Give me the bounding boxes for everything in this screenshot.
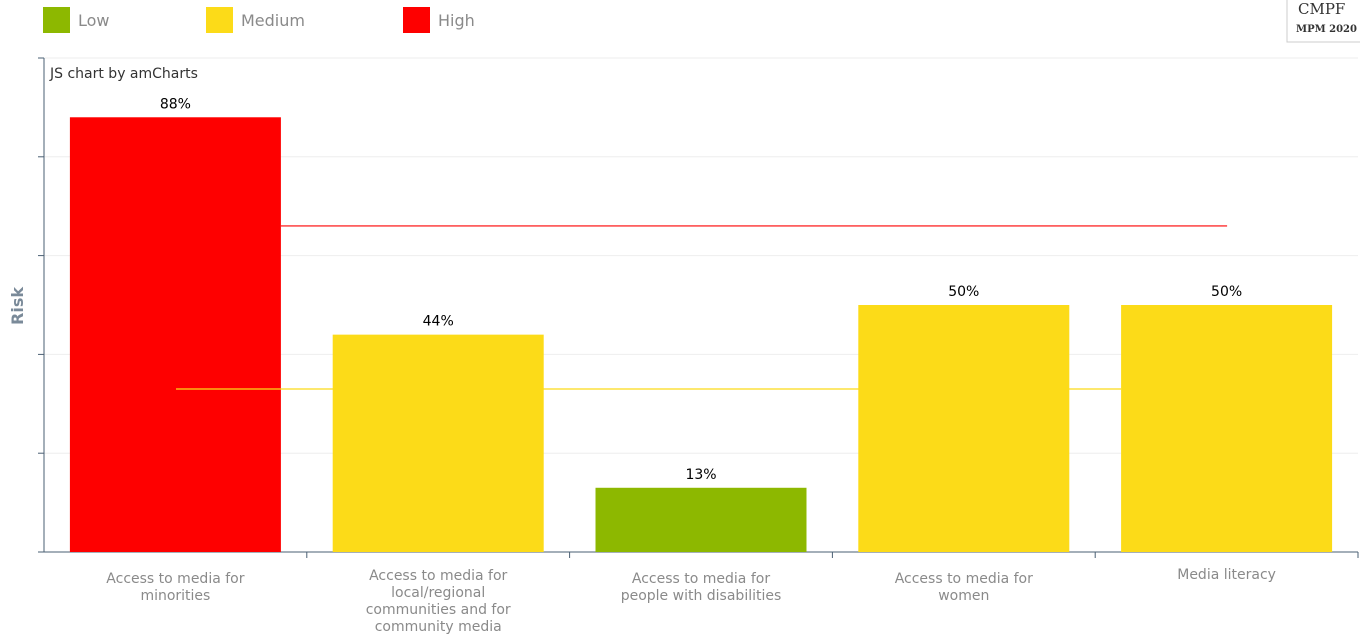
brand-logo-subtitle: MPM 2020 bbox=[1296, 24, 1357, 35]
bar[interactable] bbox=[332, 334, 544, 552]
bar-value-labels: 88% 44% 13% 50% 50% bbox=[160, 96, 1242, 483]
bar-value-label: 50% bbox=[948, 284, 979, 300]
bar-value-label: 50% bbox=[1211, 284, 1242, 300]
category-label: Access to media for minorities bbox=[106, 571, 244, 604]
bar[interactable] bbox=[595, 487, 807, 552]
category-label: Access to media for women bbox=[895, 571, 1033, 604]
legend: Low Medium High bbox=[43, 7, 475, 33]
legend-swatch-low[interactable] bbox=[43, 7, 70, 33]
category-label: Access to media for local/regional communi… bbox=[366, 568, 511, 635]
category-labels: Access to media for minorities Access to m… bbox=[106, 567, 1276, 635]
bar-value-label: 13% bbox=[685, 467, 716, 483]
legend-swatch-high[interactable] bbox=[403, 7, 430, 33]
brand-logo-frame bbox=[1286, 0, 1360, 43]
bar[interactable] bbox=[1121, 305, 1333, 552]
brand-logo: CMPF MPM 2020 bbox=[1286, 0, 1360, 43]
legend-label-high[interactable]: High bbox=[438, 11, 475, 30]
bar[interactable] bbox=[69, 117, 281, 552]
bars bbox=[69, 117, 1333, 552]
bar-value-label: 44% bbox=[423, 314, 454, 330]
bar[interactable] bbox=[858, 305, 1070, 552]
chart-credit[interactable]: JS chart by amCharts bbox=[49, 66, 198, 82]
bar-value-label: 88% bbox=[160, 96, 191, 112]
legend-label-medium[interactable]: Medium bbox=[241, 11, 305, 30]
legend-label-low[interactable]: Low bbox=[78, 11, 110, 30]
threshold-lines bbox=[176, 225, 1228, 390]
brand-logo-title: CMPF bbox=[1298, 0, 1345, 18]
legend-swatch-medium[interactable] bbox=[206, 7, 233, 33]
category-label: Access to media for people with disabilit… bbox=[621, 571, 782, 604]
y-axis-title: Risk bbox=[8, 287, 27, 325]
category-label: Media literacy bbox=[1177, 567, 1276, 583]
